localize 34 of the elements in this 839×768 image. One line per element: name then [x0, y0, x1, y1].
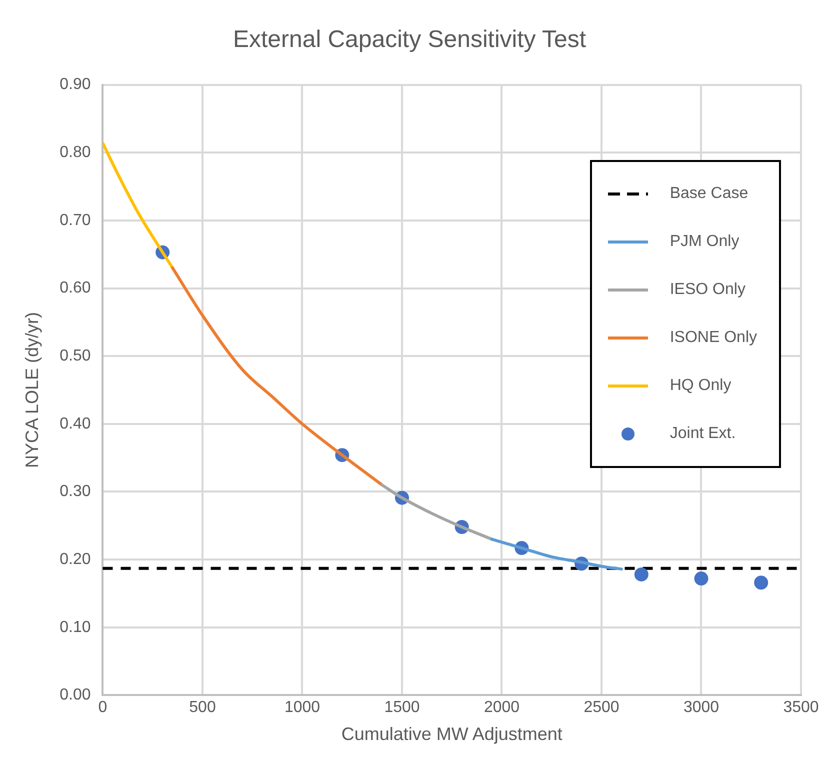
line-series [102, 142, 174, 270]
x-tick-label: 2500 [584, 699, 620, 716]
x-tick-label: 0 [98, 699, 108, 716]
x-tick-label: 2000 [484, 699, 520, 716]
x-axis-title: Cumulative MW Adjustment [341, 724, 562, 744]
legend-label: PJM Only [670, 233, 740, 251]
chart-title: External Capacity Sensitivity Test [232, 26, 586, 54]
point [634, 567, 648, 582]
x-tick-label: 500 [189, 699, 216, 716]
y-tick-label: 0.40 [60, 415, 91, 432]
point [754, 576, 768, 590]
point [694, 572, 708, 586]
legend-label: ISONE Only [670, 329, 757, 347]
y-axis-title: NYCA LOLE (dy/yr) [22, 312, 42, 468]
x-tick-label: 3000 [683, 699, 720, 716]
y-tick-label: 0.60 [60, 280, 91, 297]
y-tick-label: 0.10 [60, 618, 91, 636]
line-series [490, 538, 623, 571]
x-tick-label: 3500 [783, 699, 819, 716]
legend-label: Base Case [670, 185, 748, 203]
y-tick-label: 0.50 [60, 347, 91, 364]
x-tick-label: 1000 [284, 699, 320, 716]
y-tick-label: 0.20 [60, 550, 91, 568]
y-tick-label: 0.90 [60, 76, 91, 94]
y-tick-label: 0.80 [60, 144, 91, 162]
legend-label: HQ Only [670, 377, 732, 395]
line-series [171, 266, 384, 486]
y-tick-label: 0.70 [60, 212, 91, 229]
line-series [380, 483, 494, 541]
y-tick-label: 0.00 [60, 686, 91, 704]
legend-label: Joint Ext. [670, 425, 736, 443]
y-tick-label: 0.30 [60, 483, 91, 500]
x-tick-label: 1500 [384, 699, 420, 716]
legend-label: IESO Only [670, 281, 746, 299]
